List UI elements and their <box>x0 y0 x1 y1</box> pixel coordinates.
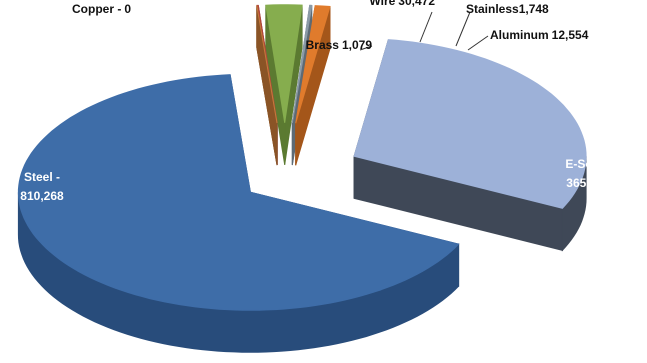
data-label: Aluminum 12,554 <box>490 28 589 42</box>
label-category: Steel - <box>24 170 60 184</box>
leader-lines <box>359 11 489 51</box>
slice-tops <box>17 4 587 311</box>
data-label: Copper -0 <box>72 2 131 16</box>
data-labels: Brass 1,079 Wire 30,472 Stainless1,748 Alumin… <box>20 0 610 203</box>
data-label: Wire 30,472 <box>369 0 435 8</box>
label-value: 1,079 <box>342 38 372 52</box>
slice <box>295 5 331 124</box>
slice <box>265 4 303 123</box>
leader-line <box>419 11 433 43</box>
slice <box>17 74 460 311</box>
label-category: Wire <box>369 0 395 8</box>
label-value: 12,554 <box>552 28 589 42</box>
data-label: Stainless1,748 <box>466 2 549 16</box>
label-value: 810,268 <box>20 189 64 203</box>
slice <box>291 4 313 124</box>
data-label: Steel - 810,268 <box>20 170 64 203</box>
label-category: Copper - <box>72 2 121 16</box>
label-value: 1,748 <box>519 2 549 16</box>
data-label: E-Scrap 365,080 <box>565 157 610 190</box>
slice <box>353 39 587 209</box>
label-value: 0 <box>124 2 131 16</box>
label-value: 365,080 <box>566 176 610 190</box>
leader-line <box>359 45 373 51</box>
label-category: Aluminum <box>490 28 549 42</box>
label-category: E-Scrap <box>565 157 610 171</box>
data-label: Brass 1,079 <box>306 38 373 52</box>
label-category: Brass <box>306 38 340 52</box>
slice <box>256 5 278 124</box>
label-value: 30,472 <box>398 0 435 8</box>
label-category: Stainless <box>466 2 519 16</box>
leader-line <box>455 11 471 47</box>
leader-line <box>467 35 489 51</box>
